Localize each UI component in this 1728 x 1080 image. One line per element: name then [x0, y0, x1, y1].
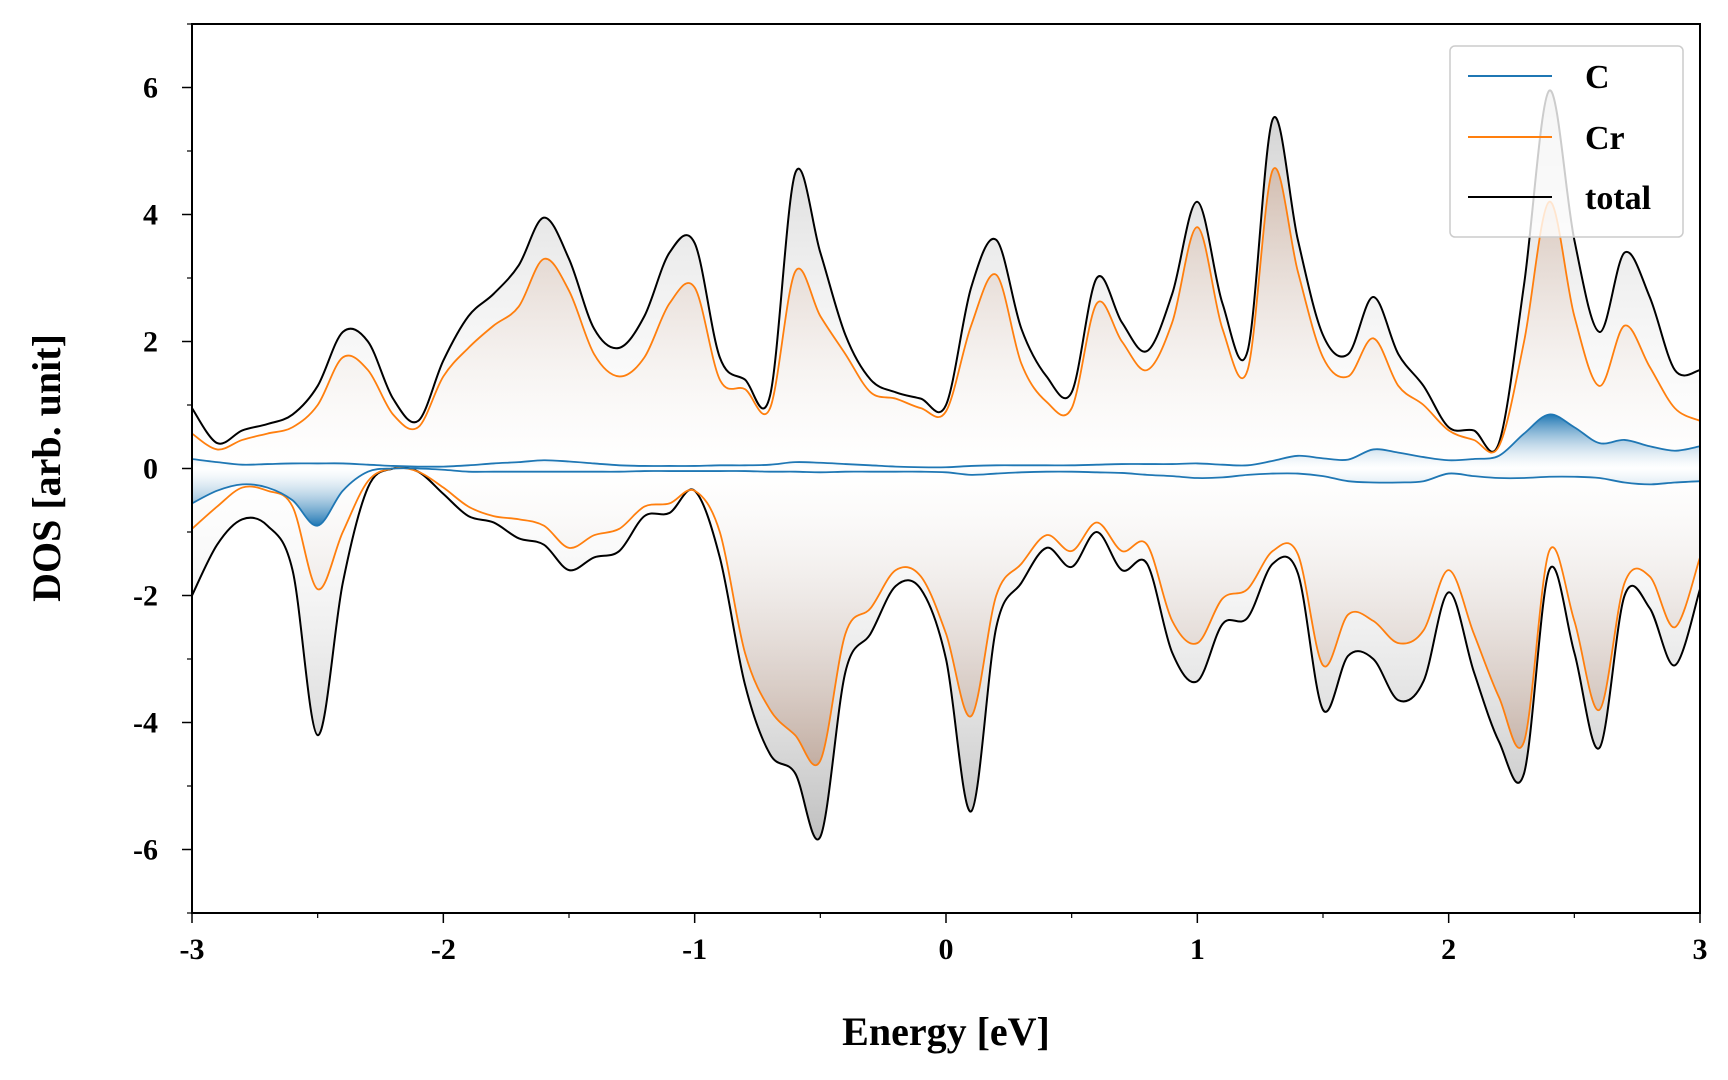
line-c-down — [192, 467, 1700, 527]
y-tick-label: 0 — [143, 453, 158, 486]
line-cr-down — [192, 466, 1700, 767]
y-tick-label: -2 — [133, 580, 158, 613]
legend-box — [1449, 45, 1684, 238]
x-axis-title: Energy [eV] — [842, 1009, 1050, 1054]
y-tick-label: -4 — [133, 707, 158, 740]
y-axis-title: DOS [arb. unit] — [24, 334, 69, 602]
line-c-up — [192, 413, 1700, 469]
y-axis: -6 -4 -2 0 2 4 6 — [133, 23, 192, 914]
x-axis: -3 -2 -1 0 1 2 3 — [180, 913, 1708, 966]
legend-label-cr: Cr — [1585, 120, 1625, 157]
x-tick-label: 1 — [1190, 933, 1205, 966]
legend: C Cr total — [1449, 45, 1684, 238]
area-c-down — [192, 468, 1700, 526]
area-cr-up — [192, 168, 1700, 469]
x-tick-label: 0 — [939, 933, 954, 966]
line-total-down — [192, 466, 1700, 841]
x-tick-label: -3 — [180, 933, 205, 966]
line-cr-up — [192, 167, 1700, 454]
plot-area — [192, 89, 1700, 841]
legend-label-total: total — [1585, 180, 1651, 217]
legend-label-c: C — [1585, 59, 1610, 96]
x-tick-label: 2 — [1441, 933, 1456, 966]
y-tick-label: 2 — [143, 326, 158, 359]
line-total-up — [192, 89, 1700, 453]
area-cr-down — [192, 467, 1700, 766]
y-tick-label: 4 — [143, 199, 158, 232]
y-tick-label: 6 — [143, 72, 158, 105]
series-lines — [192, 89, 1700, 841]
x-tick-label: -2 — [431, 933, 456, 966]
x-tick-label: 3 — [1693, 933, 1708, 966]
x-tick-label: -1 — [682, 933, 707, 966]
area-c-up — [192, 414, 1700, 469]
area-fills — [192, 90, 1700, 840]
y-tick-label: -6 — [133, 834, 158, 867]
